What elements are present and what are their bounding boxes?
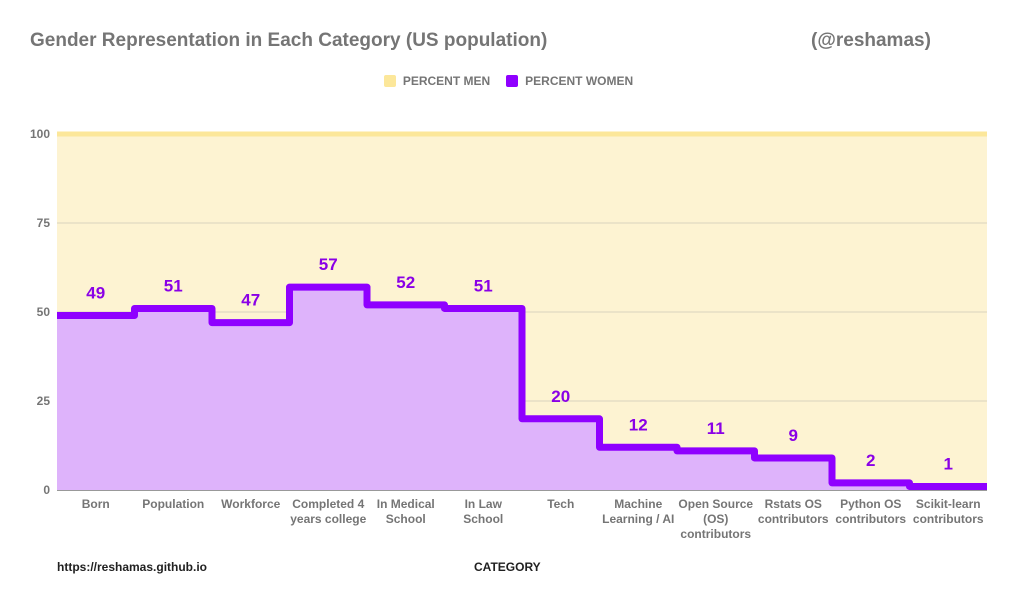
data-label: 57	[319, 255, 338, 274]
source-url[interactable]: https://reshamas.github.io	[57, 560, 208, 574]
x-tick-label: Open Source (OS) contributors	[678, 497, 753, 541]
x-tick-label: Tech	[547, 497, 574, 511]
chart-title: Gender Representation in Each Category (…	[30, 30, 548, 51]
legend-item-men[interactable]: PERCENT MEN	[383, 74, 491, 88]
y-tick-label: 50	[37, 305, 51, 319]
x-tick-label: Python OS contributors	[835, 497, 906, 526]
data-label: 47	[241, 291, 260, 310]
data-labels: 49 51 47 57 52 51 20 12 11 9 2 1	[86, 255, 953, 473]
legend-item-women[interactable]: PERCENT WOMEN	[506, 74, 633, 88]
x-tick-label: In Medical School	[377, 497, 435, 526]
y-tick-label: 0	[43, 483, 50, 497]
x-tick-label: Completed 4 years college	[290, 497, 366, 526]
x-tick-label: Workforce	[221, 497, 280, 511]
data-label: 51	[474, 276, 493, 295]
author-handle: (@reshamas)	[811, 30, 931, 51]
data-label: 49	[86, 284, 105, 303]
x-tick-label: Machine Learning / AI	[602, 497, 674, 526]
data-label: 12	[629, 415, 648, 434]
x-tick-label: Rstats OS contributors	[758, 497, 829, 526]
y-axis-ticks: 0 25 50 75 100	[30, 127, 50, 497]
x-axis-title: CATEGORY	[474, 560, 541, 574]
data-label: 2	[866, 451, 875, 470]
legend-label-men: PERCENT MEN	[402, 74, 491, 88]
data-label: 51	[164, 276, 183, 295]
women-step-line	[57, 283, 987, 490]
chart-legend: PERCENT MEN PERCENT WOMEN	[0, 74, 1017, 88]
data-label: 9	[789, 426, 798, 445]
legend-swatch-women	[506, 75, 519, 87]
x-tick-label: Population	[142, 497, 204, 511]
y-tick-label: 25	[37, 394, 51, 408]
y-tick-label: 75	[37, 216, 51, 230]
data-label: 20	[551, 387, 570, 406]
x-tick-label: Born	[82, 497, 110, 511]
x-tick-label: Scikit-learn contributors	[913, 497, 984, 526]
x-tick-label: In Law School	[463, 497, 503, 526]
legend-label-women: PERCENT WOMEN	[525, 74, 634, 88]
x-axis-ticks: Born Population Workforce Completed 4 years …	[82, 497, 984, 541]
y-tick-label: 100	[30, 127, 50, 141]
data-label: 1	[944, 454, 953, 473]
data-label: 52	[396, 273, 415, 292]
data-label: 11	[707, 419, 725, 438]
legend-swatch-men	[383, 75, 396, 87]
